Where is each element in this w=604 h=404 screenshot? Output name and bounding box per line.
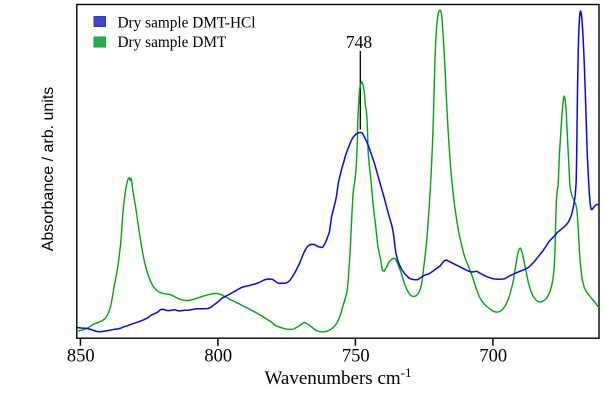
svg-text:Dry sample DMT: Dry sample DMT: [118, 34, 227, 51]
svg-text:850: 850: [67, 347, 95, 367]
svg-text:Dry sample DMT-HCl: Dry sample DMT-HCl: [118, 14, 256, 31]
svg-text:Absorbance / arb. units: Absorbance / arb. units: [40, 87, 57, 252]
svg-text:800: 800: [204, 347, 232, 367]
svg-text:Wavenumbers cm-1: Wavenumbers cm-1: [264, 365, 411, 389]
svg-text:748: 748: [346, 32, 373, 52]
svg-text:750: 750: [342, 347, 370, 367]
svg-text:700: 700: [479, 347, 507, 367]
